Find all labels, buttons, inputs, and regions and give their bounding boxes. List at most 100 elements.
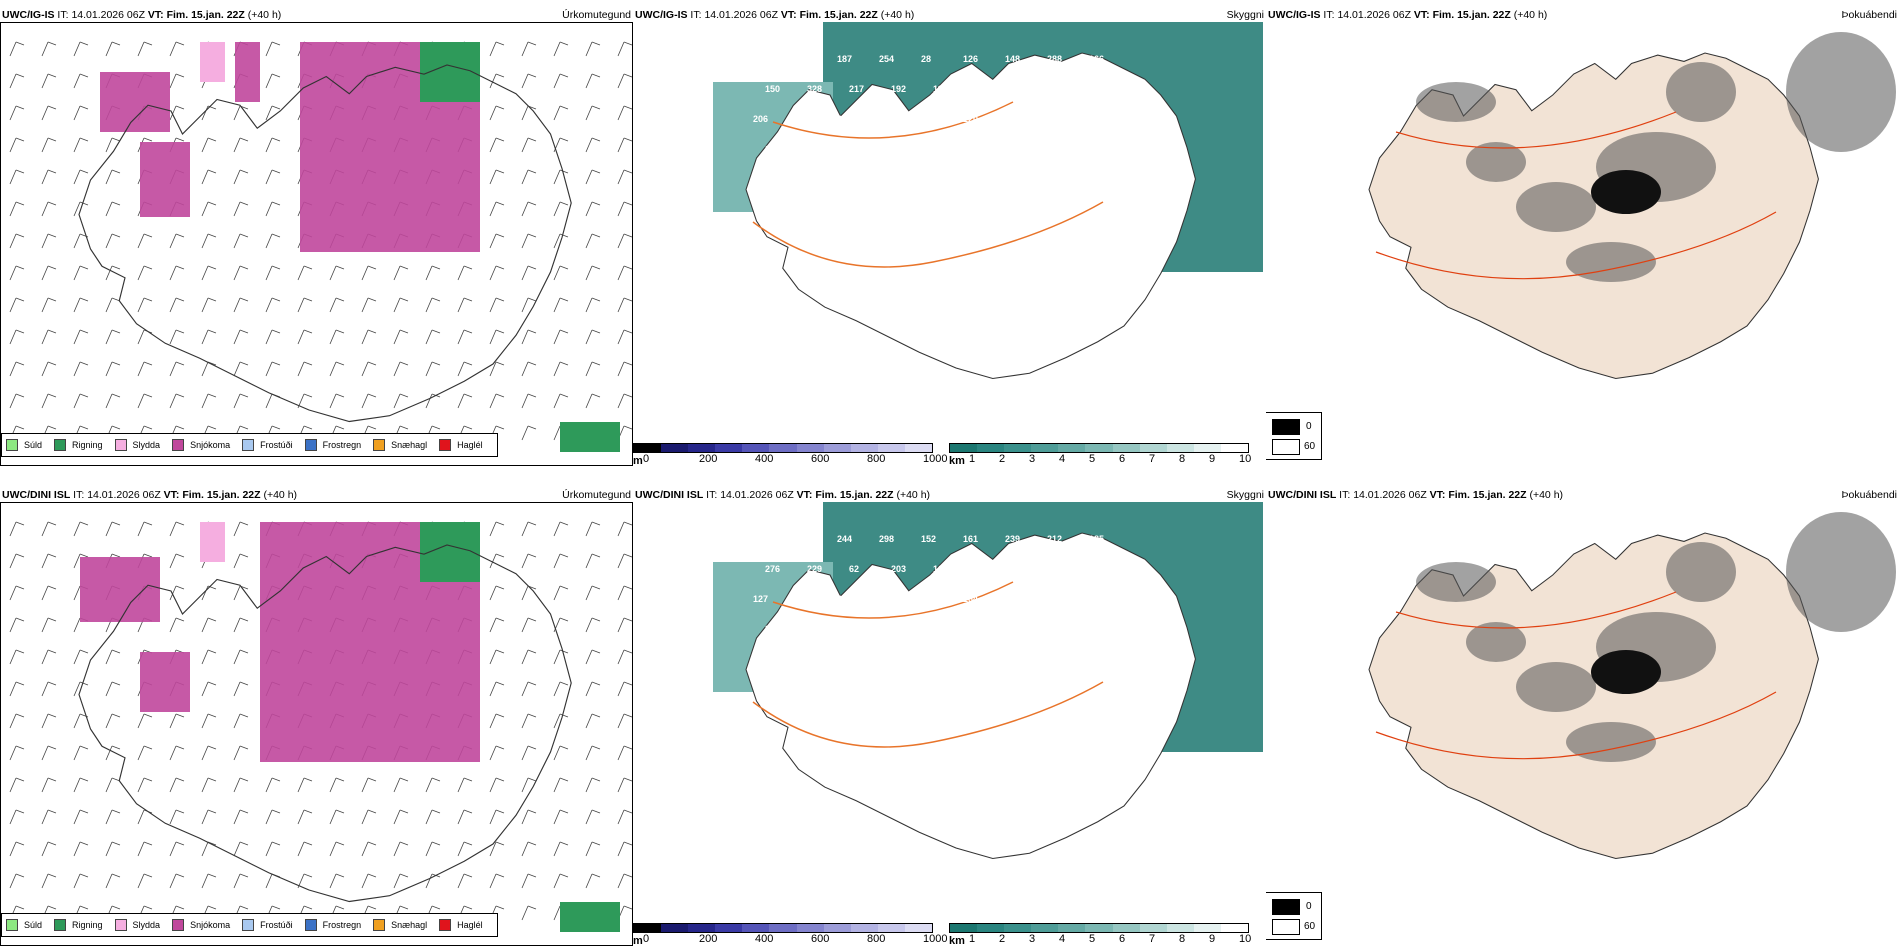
cloud-base-label: 244: [837, 534, 852, 544]
cloud-base-label: 255: [1047, 594, 1062, 604]
fog-legend-low: 0: [1306, 421, 1312, 432]
wind-barb: [73, 649, 89, 665]
wind-barb: [105, 137, 121, 153]
wind-barb: [553, 105, 569, 121]
cloud-base-label: 360: [795, 654, 810, 664]
wind-barb: [393, 329, 409, 345]
cloud-base-label: 156: [807, 144, 822, 154]
cloudbase-colorbar: 0 200 400 600 800 1000 m: [633, 923, 947, 947]
wind-barb: [585, 361, 601, 377]
cloud-base-label: 126: [963, 54, 978, 64]
precip-legend-item: Súld: [6, 919, 42, 931]
road-line: [1395, 591, 1677, 629]
cloudbase-swatch: [742, 924, 770, 932]
precip-swatch: [172, 919, 185, 931]
wind-barb: [41, 745, 57, 761]
precip-legend-item: Snæhagl: [373, 919, 427, 931]
visibility-swatch: [950, 444, 978, 452]
cloud-base-label: 151: [879, 114, 894, 124]
visibility-swatch: [1112, 444, 1140, 452]
wind-barb: [9, 521, 25, 537]
visibility-tick: 3: [1029, 453, 1036, 465]
precip-map: [9, 41, 633, 452]
wind-barb: [489, 809, 505, 825]
wind-barb: [617, 681, 633, 697]
wind-barb: [233, 649, 249, 665]
wind-barb: [169, 553, 185, 569]
precip-legend-label: Slydda: [132, 920, 161, 930]
visibility-tick: 8: [1179, 453, 1186, 465]
wind-barb: [489, 841, 505, 857]
wind-barb: [553, 521, 569, 537]
fog-area: [1516, 662, 1596, 712]
wind-barb: [233, 393, 249, 409]
wind-barb: [137, 809, 153, 825]
wind-barb: [169, 841, 185, 857]
fog-area: [1416, 82, 1496, 122]
visibility-map: 129 137 187 254 28 126 148 288 166 150 328 217 192 11…: [713, 22, 1263, 380]
wind-barb: [521, 393, 537, 409]
wind-barb: [201, 713, 217, 729]
cloud-base-label: 217: [849, 84, 864, 94]
road-line: [1395, 111, 1677, 149]
cloud-base-label: 206: [753, 114, 768, 124]
precip-swatch: [114, 439, 127, 451]
cloud-base-label: 252: [879, 654, 894, 664]
visibility-swatch: [1193, 924, 1221, 932]
cloud-base-label: 176: [765, 144, 780, 154]
wind-barb: [521, 105, 537, 121]
wind-barb: [585, 777, 601, 793]
wind-barb: [9, 41, 25, 57]
precip-legend-item: Snæhagl: [373, 439, 427, 451]
wind-barb: [585, 329, 601, 345]
wind-barb: [169, 361, 185, 377]
wind-barb: [617, 201, 633, 217]
map-frame: [0, 502, 633, 946]
model-name: UWC/IG-IS: [1268, 9, 1321, 21]
wind-barb: [617, 617, 633, 633]
wind-barb: [73, 873, 89, 889]
cloud-base-label: 62: [849, 564, 859, 574]
wind-barb: [297, 329, 313, 345]
wind-barb: [553, 745, 569, 761]
wind-barb: [457, 265, 473, 281]
precip-legend: Súld Rigning Slydda Snjókoma Frostúði Frostre…: [1, 433, 498, 457]
wind-barb: [137, 41, 153, 57]
cloud-base-label: 509: [795, 174, 810, 184]
road-line: [772, 101, 1014, 139]
cloudbase-swatch: [796, 444, 824, 452]
wind-barb: [169, 809, 185, 825]
cloudbase-tick: 1000: [923, 453, 948, 465]
fog-area: [1466, 622, 1526, 662]
wind-barb: [521, 425, 537, 441]
wind-barb: [137, 297, 153, 313]
precip-legend-item: Frostregn: [304, 439, 361, 451]
wind-barb: [617, 873, 633, 889]
wind-barb: [41, 361, 57, 377]
cloud-base-label: 114: [1101, 564, 1116, 574]
wind-barb: [489, 777, 505, 793]
wind-barb: [489, 233, 505, 249]
cloud-base-label: 238: [753, 174, 768, 184]
visibility-swatch: [1085, 924, 1113, 932]
wind-barb: [41, 233, 57, 249]
wind-barb: [233, 841, 249, 857]
cloud-base-label: 112: [879, 594, 894, 604]
wind-barb: [489, 585, 505, 601]
road-line: [772, 581, 1014, 619]
wind-barb: [201, 361, 217, 377]
wind-barb: [201, 617, 217, 633]
panel-title: Úrkomutegund: [562, 489, 631, 501]
visibility-tick: 3: [1029, 933, 1036, 945]
wind-barb: [41, 585, 57, 601]
wind-barb: [105, 681, 121, 697]
visibility-tick: 2: [999, 933, 1006, 945]
cloud-base-label: 449: [1005, 654, 1020, 664]
wind-barb: [73, 265, 89, 281]
visibility-swatch: [1031, 924, 1059, 932]
wind-barb: [329, 873, 345, 889]
road-line: [1375, 691, 1777, 760]
cloud-base-label: 198: [795, 534, 810, 544]
map-frame: [0, 22, 633, 466]
wind-barb: [73, 841, 89, 857]
